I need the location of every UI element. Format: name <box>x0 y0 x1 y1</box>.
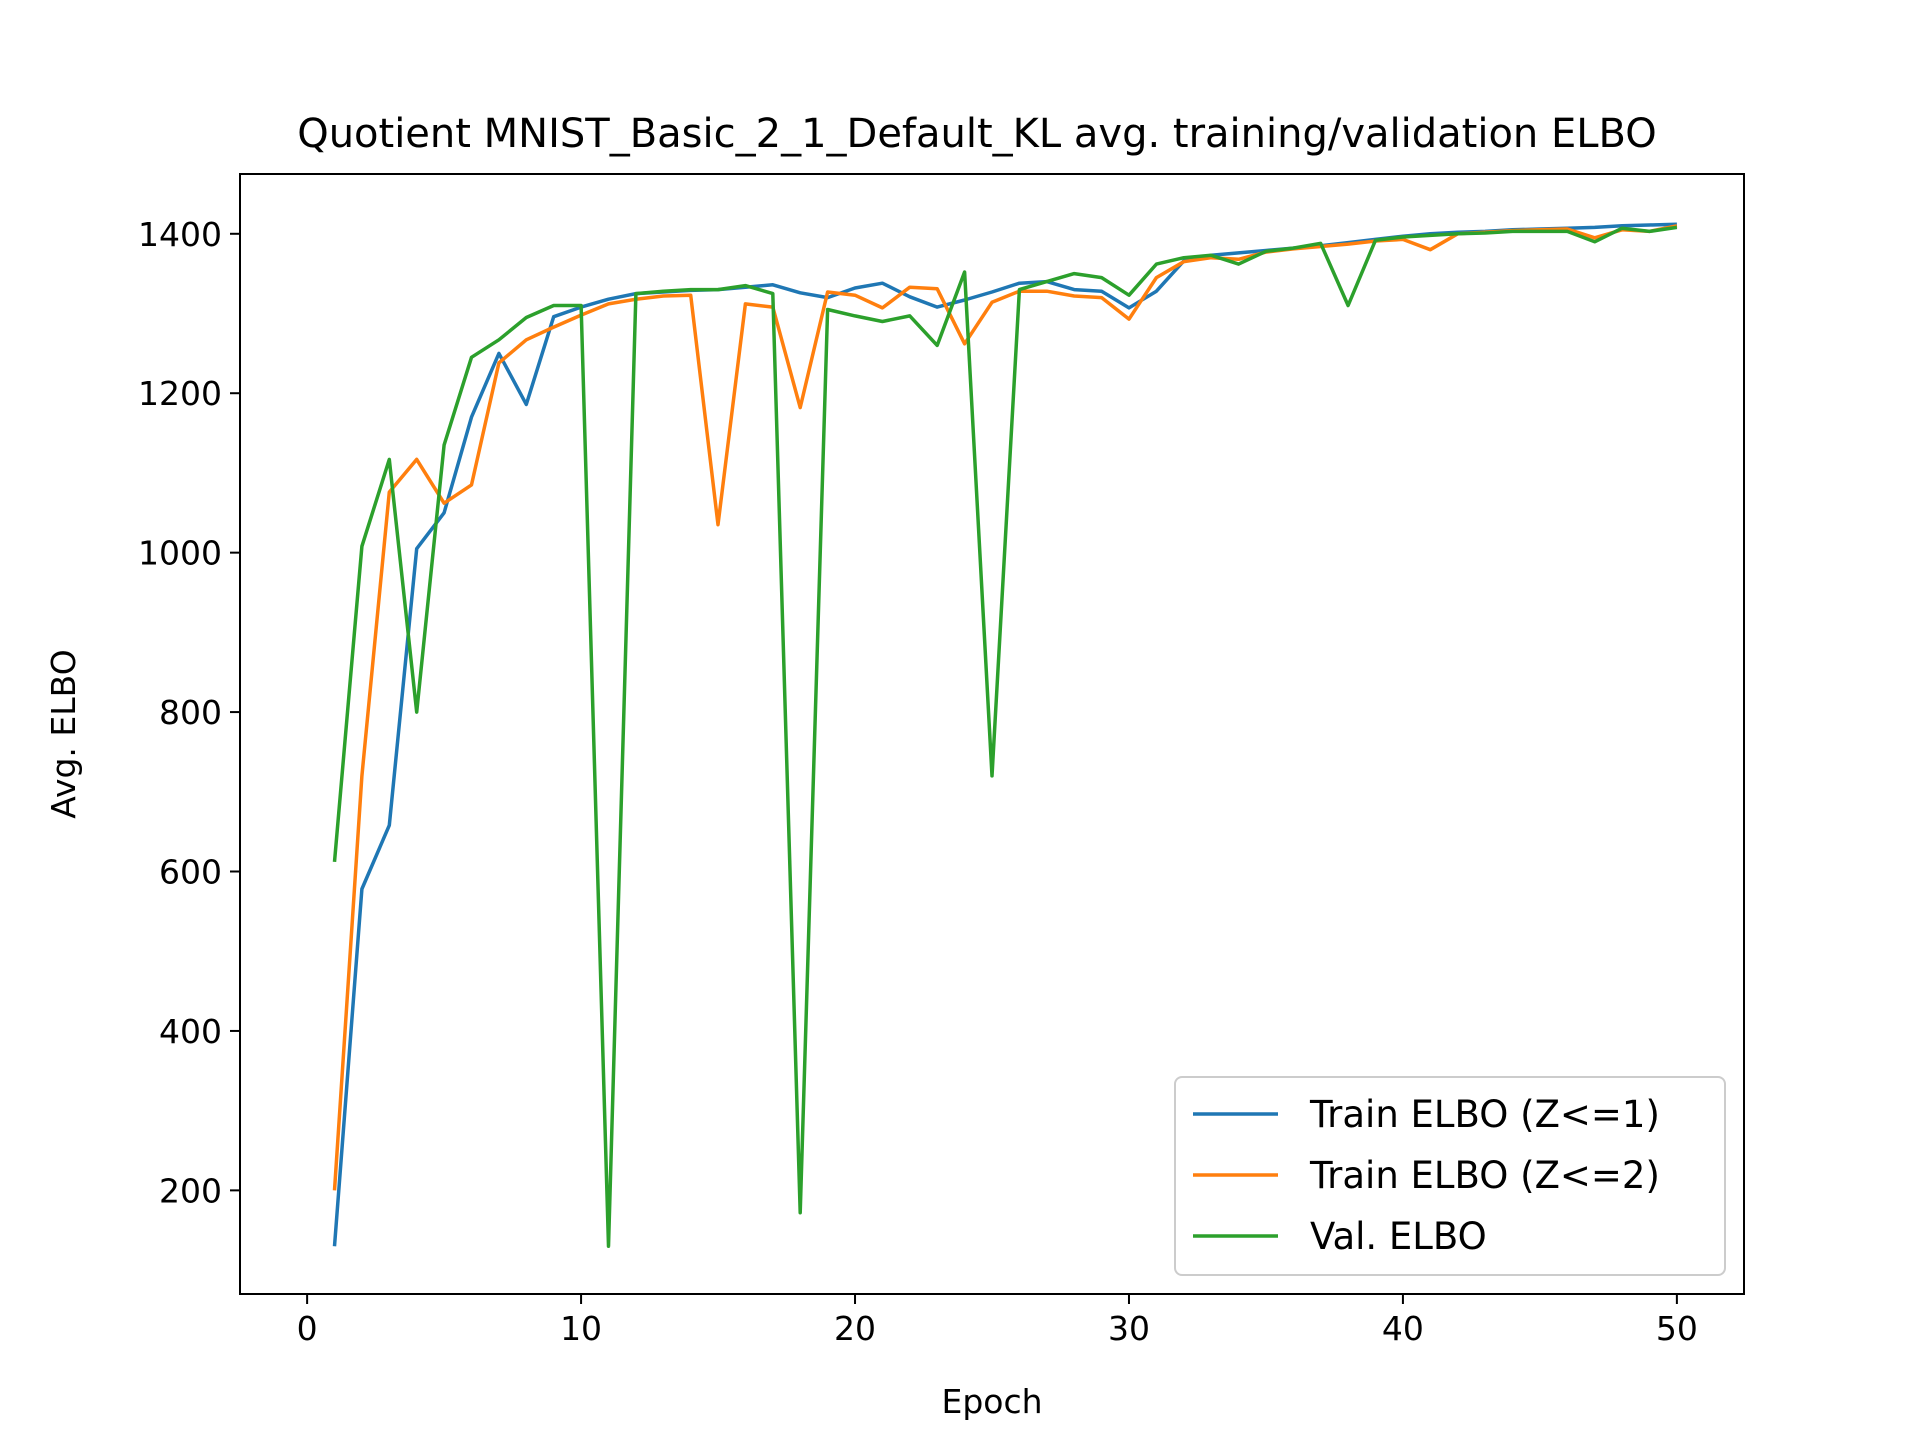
y-axis-ticks: 200 400 600 800 1000 1200 1400 <box>138 215 240 1210</box>
series-line-2 <box>332 224 1678 1191</box>
x-axis-ticks: 0 10 20 30 40 50 <box>297 1294 1698 1348</box>
plot-frame <box>239 173 1745 1295</box>
chart-title: Quotient MNIST_Basic_2_1_Default_KL avg.… <box>297 111 1657 157</box>
y-tick-label: 400 <box>159 1012 222 1051</box>
plot-area <box>239 173 1745 1295</box>
x-tick-label: 0 <box>297 1309 318 1348</box>
y-tick-label: 1000 <box>138 534 222 573</box>
x-axis-label: Epoch <box>941 1382 1042 1421</box>
y-axis-label: Avg. ELBO <box>44 649 83 818</box>
y-tick-label: 600 <box>159 853 222 892</box>
y-tick-label: 800 <box>159 693 222 732</box>
y-tick-label: 1400 <box>138 215 222 254</box>
legend-label: Train ELBO (Z<=1) <box>1309 1093 1660 1136</box>
x-tick-label: 30 <box>1108 1309 1150 1348</box>
x-tick-label: 20 <box>834 1309 876 1348</box>
x-tick-label: 10 <box>560 1309 602 1348</box>
y-tick-label: 1200 <box>138 374 222 413</box>
legend-label: Val. ELBO <box>1310 1215 1487 1258</box>
legend-label: Train ELBO (Z<=2) <box>1309 1154 1660 1197</box>
y-tick-label: 200 <box>159 1171 222 1210</box>
series-layer <box>332 222 1678 1248</box>
legend: Train ELBO (Z<=1) Train ELBO (Z<=2) Val. E… <box>1174 1076 1726 1276</box>
x-tick-label: 40 <box>1382 1309 1424 1348</box>
series-line-3 <box>332 225 1678 1248</box>
x-tick-label: 50 <box>1656 1309 1698 1348</box>
legend-items: Train ELBO (Z<=1) Train ELBO (Z<=2) Val. E… <box>1193 1093 1660 1258</box>
legend-box <box>1174 1076 1726 1276</box>
